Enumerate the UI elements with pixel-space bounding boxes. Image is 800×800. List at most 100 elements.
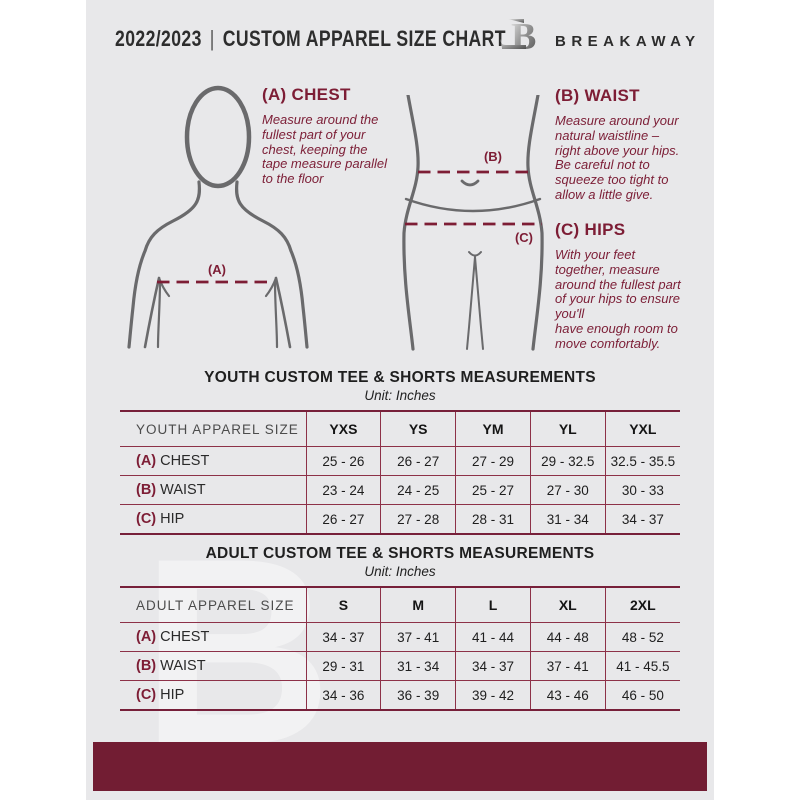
adult-measurements-section: ADULT CUSTOM TEE & SHORTS MEASUREMENTS U… — [86, 545, 714, 711]
youth-table-unit: Unit: Inches — [364, 388, 436, 403]
size-column-header: 2XL — [604, 587, 680, 623]
size-column-header: YL — [529, 411, 606, 447]
figure-left-inner-leg — [466, 256, 476, 350]
footer-accent-bar — [93, 742, 707, 791]
figure-right-side — [274, 276, 292, 349]
chest-section: (A) CHEST Measure around the fullest par… — [262, 85, 392, 187]
measurement-value-cell: 44 - 48 — [529, 622, 606, 652]
row-label-cell: (B) WAIST — [120, 651, 306, 681]
hips-description: With your feet together, measure around … — [555, 247, 681, 351]
flyer-page: 2022/2023 | CUSTOM APPAREL SIZE CHART B BR… — [86, 0, 714, 800]
measurement-row: (A) CHEST 34 - 37 37 - 41 41 - 44 44 - 48 48 … — [120, 622, 680, 652]
title-divider: | — [209, 26, 215, 51]
size-column-header: L — [455, 587, 531, 623]
youth-measurements-section: YOUTH CUSTOM TEE & SHORTS MEASUREMENTS U… — [86, 369, 714, 535]
figure-right-inner-leg — [474, 256, 484, 350]
breakaway-logo-icon: B — [500, 16, 536, 58]
measurement-value-cell: 27 - 29 — [455, 446, 531, 476]
size-label-cell: ADULT APPAREL SIZE — [136, 597, 295, 613]
measurement-value-cell: 37 - 41 — [380, 622, 456, 652]
measurement-value-cell: 24 - 25 — [380, 475, 456, 505]
measurement-value-cell: 27 - 28 — [380, 504, 456, 534]
measurement-value-cell: 34 - 37 — [604, 504, 680, 534]
measurement-value-cell: 34 - 37 — [305, 622, 381, 652]
chest-heading: (A) CHEST — [262, 85, 351, 104]
measurement-value-cell: 23 - 24 — [305, 475, 381, 505]
waist-hips-figure-illustration: (B) (C) — [402, 95, 544, 351]
size-column-header: M — [380, 587, 456, 623]
figure-right-outline — [526, 95, 544, 351]
chest-description: Measure around the fullest part of your … — [262, 112, 388, 187]
figure-right-armpit-tick — [264, 276, 278, 298]
waist-marker-label: (B) — [484, 149, 502, 164]
measurement-row: (B) WAIST 23 - 24 24 - 25 25 - 27 27 - 30 30 … — [120, 475, 680, 505]
figure-navel — [460, 179, 480, 187]
adult-size-table: ADULT APPAREL SIZE S M L XL 2XL (A) CHEST 34 - … — [120, 586, 680, 711]
measurement-value-cell: 43 - 46 — [529, 680, 606, 710]
measurement-value-cell: 41 - 45.5 — [604, 651, 680, 681]
size-column-header: S — [305, 587, 381, 623]
measurement-value-cell: 37 - 41 — [529, 651, 606, 681]
size-header-row: YOUTH APPAREL SIZE YXS YS YM YL YXL — [120, 411, 680, 447]
year-range: 2022/2023 — [115, 26, 202, 51]
figure-right-shoulder-arm — [234, 180, 309, 349]
measurement-value-cell: 29 - 31 — [305, 651, 381, 681]
torso-figure-illustration: (A) — [127, 85, 309, 349]
row-label-cell: (C) HIP — [120, 504, 306, 534]
measurement-value-cell: 36 - 39 — [380, 680, 456, 710]
size-column-header: XL — [529, 587, 606, 623]
row-label-prefix: (A) — [136, 453, 157, 469]
hips-section: (C) HIPS With your feet together, measur… — [555, 220, 700, 352]
hips-marker-label: (C) — [515, 230, 533, 245]
adult-table-title: ADULT CUSTOM TEE & SHORTS MEASUREMENTS — [205, 545, 595, 562]
figure-crotch-arc — [468, 251, 482, 257]
measurement-value-cell: 25 - 27 — [455, 475, 531, 505]
size-column-header: YM — [455, 411, 531, 447]
measurement-diagram: (A) (A) CHEST Measure around the fullest… — [86, 80, 714, 365]
row-label-prefix: (B) — [136, 482, 157, 498]
measurement-value-cell: 48 - 52 — [604, 622, 680, 652]
measurement-value-cell: 26 - 27 — [380, 446, 456, 476]
hips-heading: (C) HIPS — [555, 220, 626, 239]
row-label-cell: (B) WAIST — [120, 475, 306, 505]
measurement-row: (A) CHEST 25 - 26 26 - 27 27 - 29 29 - 32.5 3… — [120, 446, 680, 476]
measurement-value-cell: 34 - 36 — [305, 680, 381, 710]
measurement-value-cell: 32.5 - 35.5 — [604, 446, 680, 476]
measurement-value-cell: 30 - 33 — [604, 475, 680, 505]
measurement-value-cell: 41 - 44 — [455, 622, 531, 652]
measurement-value-cell: 29 - 32.5 — [529, 446, 606, 476]
row-label-cell: (A) CHEST — [120, 622, 306, 652]
adult-table-unit: Unit: Inches — [364, 564, 436, 579]
measurement-value-cell: 46 - 50 — [604, 680, 680, 710]
youth-table-title: YOUTH CUSTOM TEE & SHORTS MEASUREMENTS — [204, 369, 596, 386]
measurement-value-cell: 28 - 31 — [455, 504, 531, 534]
size-label-cell: YOUTH APPAREL SIZE — [136, 421, 299, 437]
measurement-row: (C) HIP 34 - 36 36 - 39 39 - 42 43 - 46 46 - … — [120, 680, 680, 710]
brand-name: BREAKAWAY — [555, 33, 701, 50]
logo-swoosh-top — [508, 19, 524, 23]
figure-left-inner-arm — [156, 279, 162, 349]
measurement-value-cell: 31 - 34 — [529, 504, 606, 534]
measurement-value-cell: 26 - 27 — [305, 504, 381, 534]
page-title: 2022/2023 | CUSTOM APPAREL SIZE CHART — [115, 26, 506, 52]
waist-section: (B) WAIST Measure around your natural wa… — [555, 86, 695, 203]
size-column-header: YS — [380, 411, 456, 447]
figure-right-inner-arm — [273, 279, 279, 349]
row-label-cell: (A) CHEST — [120, 446, 306, 476]
measurement-value-cell: 31 - 34 — [380, 651, 456, 681]
logo-swoosh-bottom — [500, 39, 526, 49]
figure-left-armpit-tick — [157, 276, 171, 298]
measurement-value-cell: 27 - 30 — [529, 475, 606, 505]
row-label-prefix: (C) — [136, 687, 157, 703]
row-label-cell: (C) HIP — [120, 680, 306, 710]
title-text: CUSTOM APPAREL SIZE CHART — [222, 26, 506, 51]
youth-size-table: YOUTH APPAREL SIZE YXS YS YM YL YXL (A) CHEST 2… — [120, 410, 680, 535]
waist-description: Measure around your natural waistline – … — [555, 113, 680, 202]
row-label-prefix: (B) — [136, 658, 157, 674]
measurement-value-cell: 34 - 37 — [455, 651, 531, 681]
measurement-value-cell: 39 - 42 — [455, 680, 531, 710]
size-column-header: YXS — [305, 411, 381, 447]
waist-heading: (B) WAIST — [555, 86, 640, 105]
logo-letter: B — [511, 16, 536, 58]
measurement-row: (C) HIP 26 - 27 27 - 28 28 - 31 31 - 34 34 - … — [120, 504, 680, 534]
